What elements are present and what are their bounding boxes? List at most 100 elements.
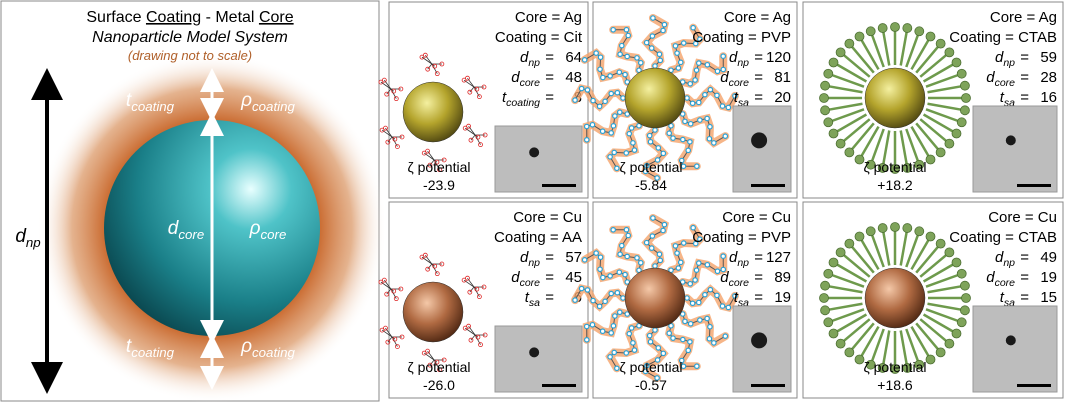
atom [425, 348, 430, 354]
monomer [695, 60, 702, 66]
monomer [612, 113, 618, 119]
subscript: coating [506, 97, 540, 109]
ctab-tail [910, 325, 931, 358]
atom [437, 367, 442, 373]
ctab-head [823, 317, 834, 328]
atom [383, 325, 388, 331]
scale-bar [542, 184, 576, 187]
monomer [578, 285, 585, 292]
ctab-tail [842, 318, 871, 343]
ctab-head [914, 226, 925, 237]
coating-drawing [819, 222, 971, 374]
monomer [714, 92, 720, 99]
subscript: coating [131, 99, 174, 114]
bond [470, 334, 476, 341]
param-eq: = [754, 69, 763, 86]
ctab-head [956, 317, 967, 328]
monomer [652, 263, 658, 269]
subscript: coating [252, 99, 295, 114]
atom [465, 275, 470, 281]
symbol: d [986, 269, 995, 286]
coating-drawing [378, 52, 488, 173]
ctab-head [865, 226, 876, 237]
ctab-head [944, 47, 955, 58]
particle-image [529, 147, 540, 158]
monomer [628, 325, 635, 331]
param-symbol: tsa [1000, 89, 1015, 109]
core-label: Core = Ag [724, 9, 791, 26]
monomer [660, 150, 667, 157]
monomer [666, 130, 673, 137]
monomer [593, 250, 599, 256]
monomer [722, 333, 729, 339]
monomer [637, 259, 644, 266]
bond [469, 286, 475, 293]
ctab-head [854, 354, 865, 365]
monomer [684, 295, 690, 301]
monomer [642, 368, 649, 375]
monomer [692, 40, 699, 47]
scale-bar [751, 384, 785, 387]
ctab-tail [927, 84, 963, 94]
subscript: core [520, 277, 541, 289]
ctab-tail [835, 62, 868, 83]
monomer [682, 318, 688, 325]
param-value: 16 [1040, 89, 1057, 106]
monomer [693, 163, 700, 170]
monomer [630, 140, 636, 146]
monomer [661, 21, 668, 28]
atom [434, 271, 440, 277]
ctab-head [935, 238, 946, 249]
ctab-tail [850, 122, 875, 151]
ctab-head [835, 247, 846, 258]
monomer [624, 253, 630, 260]
monomer [707, 86, 714, 93]
title-part: - Metal [206, 9, 255, 26]
ctab-head [951, 57, 962, 68]
model-label: ρcoating [240, 90, 295, 114]
ctab-tail [830, 73, 865, 88]
ctab-tail [915, 245, 940, 274]
atom [466, 323, 471, 329]
atom [385, 139, 391, 145]
zeta-value: -26.0 [423, 377, 455, 393]
param-value: 64 [565, 49, 582, 66]
monomer [624, 53, 630, 60]
monomer [649, 33, 656, 39]
monomer [687, 280, 694, 287]
monomer [623, 150, 630, 156]
monomer [656, 251, 663, 258]
monomer [654, 375, 660, 381]
param-eq: = [545, 89, 554, 106]
monomer [610, 226, 617, 233]
model-label: dcore [168, 218, 204, 242]
monomer [622, 71, 628, 78]
monomer [612, 313, 618, 319]
symbol: t [126, 90, 132, 111]
monomer [614, 89, 621, 96]
ctab-tail [827, 302, 863, 312]
subscript: np [1003, 57, 1015, 69]
subscript: core [729, 277, 750, 289]
monomer [657, 257, 664, 264]
title-part: Surface [86, 9, 141, 26]
monomer [572, 97, 578, 103]
monomer [620, 95, 626, 101]
symbol: t [1000, 289, 1005, 306]
monomer [583, 136, 590, 143]
ctab-head [935, 38, 946, 49]
coating-drawing [819, 22, 971, 174]
atom [391, 288, 397, 294]
monomer [674, 50, 680, 56]
monomer [660, 27, 666, 34]
bond [387, 136, 393, 143]
monomer [643, 39, 650, 46]
monomer [714, 292, 720, 299]
atom [468, 137, 474, 143]
monomer [732, 93, 738, 99]
monomer [590, 297, 596, 304]
monomer [597, 254, 604, 261]
param-eq: = [1020, 269, 1029, 286]
param-symbol: dnp [995, 49, 1015, 69]
subscript: np [26, 235, 41, 250]
